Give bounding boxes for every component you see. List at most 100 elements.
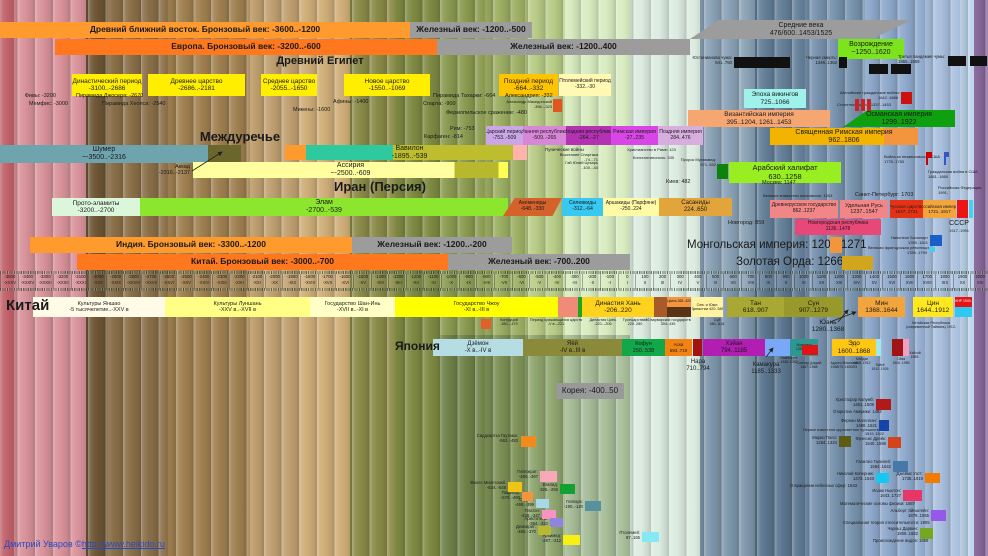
label-copernicus-text: 1473..1543 [853,475,874,481]
label-euclid: Евклид: -325..-265 [524,482,558,493]
title-japan: Япония [395,339,455,354]
bar-yayoi-text: -IV в..III в [559,347,586,354]
bar-russian-empire-text: Российская империя [923,203,956,209]
axis-century: -XXII [234,279,244,285]
bar-rome-early-republic-text: Ранняя республика [523,128,566,135]
label-akkad: Аккад -2316..-2137 [147,164,190,177]
bar-middle-ages-text: 476/600..1453/1525 [769,29,833,37]
block-galileo [893,461,908,472]
block-hundred-years-2 [861,99,865,111]
label-pythagoras-text: -570..-490 [500,494,520,500]
bar-udelnaya-rus-text: 1237..1547 [850,209,878,215]
label-azuchi-momoyama-text: 1568/73..1600/03 [830,364,858,369]
bar-asuka: Аска 593..710 [665,339,692,356]
block-third-plague-4 [891,64,911,74]
axis-century: -XXVII [145,279,157,285]
bar-ottoman: Османская империя 1299..1922 [843,110,955,127]
label-columbus: Христофор Колумб: 1451..1506 [832,397,874,408]
label-pythagoras-text: Пифагор: [501,490,520,495]
label-muhammad: Пророк Мухаммед: 571..632 [678,157,716,167]
axis-year: -1000 [445,274,457,279]
axis-year: 200 [659,274,667,279]
bar-byzantine-text: 395..1204, 1261..1453 [726,118,792,126]
axis-cell: 100 II [635,274,654,289]
label-akkad-text: Аккад [175,164,190,170]
block-watt [925,473,940,483]
label-principia: Математические основы физики: 1687 [840,501,915,507]
axis-century: -III [571,279,577,285]
axis-cell: -1500 -XV [352,274,372,289]
axis-century: -XIV [376,279,385,285]
block-ussr [957,200,968,218]
bar-near-east-bronze-text: Древний ближний восток. Бронзовый век: -… [89,24,321,35]
axis-year: -2600 [163,274,175,279]
axis-century: -IX [465,279,472,285]
block-marco-polo [839,436,851,447]
label-circumnavigation-text: Первое известное кругосветное путешестви… [802,428,884,432]
title-iran-persia: Иран (Персия) [300,179,460,195]
label-french-revolution-text: Великая французская революция: [868,245,932,250]
label-athens: Афины: -1400 [333,99,368,105]
axis-century: -XXVI [163,279,174,285]
label-alexander-text: -356..-323 [533,103,552,109]
bar-egypt-middle-kingdom-text: -2055..-1650 [270,85,308,92]
axis-century: -VII [500,279,507,285]
block-third-plague-2 [970,56,987,66]
bar-vikings: Эпоха викингов 725..1066 [744,89,806,108]
watermark-author: Дмитрий Уваров [4,539,76,549]
label-black-death: Черная смерть: 1346..1352 [801,55,837,66]
label-french-revolution-text: 1789..1799 [906,249,927,255]
label-mongol-empire: Монгольская империя: 1206-1271 [687,239,866,252]
bar-russian-tsardom: Русское царство 1547..1721 [890,200,923,218]
axis-cell: -2800 -XXVIII [123,274,143,289]
watermark: Дмитрий Уваров ©http://www.heikido.ru [4,539,165,549]
label-galileo: Галилео Галилей: 1564..1642 [848,459,891,470]
label-plato-text: Платон: [524,508,540,513]
label-principia-text: Математические основы физики: 1687 [840,501,915,506]
axis-cell: -1000 -X [441,274,460,289]
watermark-link[interactable]: http://www.heikido.ru [81,539,165,549]
block-darwin [920,528,933,539]
bar-egypt-old-kingdom-text: Древнее царство [170,77,223,85]
bar-longshan-text: -XXV в..-XVII в [218,307,257,313]
label-carthage-text: Карфаген: -814 [424,134,463,140]
title-ancient-egypt-text: Древний Египет [276,55,364,67]
label-grand-duchy-moscow-text: Великое княжество московское: 1263 [763,193,833,198]
bar-egypt-ptolemaic-text: -332..-30 [574,84,595,90]
label-kheops: Пирамида Хеопса: -2540 [102,101,166,107]
label-punic-wars-text: Пунические войны [545,147,584,152]
bar-heisei [903,339,909,356]
block-thales [508,482,522,492]
label-mongol-empire-text: Монгольская империя: 1206-1271 [687,239,867,251]
bar-russian-empire-text: 1721..1917 [928,209,951,214]
bar-sumer-text: ~-3500..-2316 [82,154,126,161]
axis-century: -XVIII [304,279,315,285]
bar-rome-kingdom-text: -753..-509 [492,134,517,141]
axis-year: -700 [499,274,509,279]
bar-tang-text: 618..907 [742,307,769,314]
label-azuchi-momoyama: Адзути-Момояма 1568/73..1600/03 [824,361,864,370]
label-buddha: Сиддхартха Гаутама: -563..-483 [468,433,518,444]
bg-band [974,0,988,556]
block-golden-horde [842,256,873,270]
axis-year: 2000 [975,274,985,279]
bar-qing-text: 1644..1912 [916,307,950,314]
bar-yangshao-text: -5 тысячелетие..-XXV в [69,307,129,313]
axis-century: III [660,279,665,285]
bar-north-south-dynasties-text: Династии 420..589 [692,307,723,311]
bar-europe-iron: Железный век: -1200..400 [437,39,690,55]
axis-century: -XXIV [198,279,210,285]
label-alexandria-text: Александрия: -332 [505,93,553,99]
label-warring-states: Период сражающихся царств -V в..-221 [524,318,588,327]
label-sengoku-text: 1467..1568 [800,364,818,369]
bar-near-east-iron-text: Железный век: -1200..-500 [416,24,526,35]
label-democritus: Демокрит: -460..-370 [500,524,536,535]
bar-proto-elamites: Прото-эламиты -3200..-2700 [52,198,140,216]
block-aristotle [550,518,563,527]
label-ussr-text: СССР [949,220,969,227]
label-christianity-rome: Христианство в Риме: 123 [627,147,676,153]
label-english-civil-wars-text: 1642..1688 [877,94,898,100]
label-de-revolutionibus-text: О вращении небесных сфер: 1543 [790,483,857,488]
label-marco-polo-text: 1254..1324 [816,439,837,445]
label-kamakura-text: 1185..1333 [751,368,781,375]
